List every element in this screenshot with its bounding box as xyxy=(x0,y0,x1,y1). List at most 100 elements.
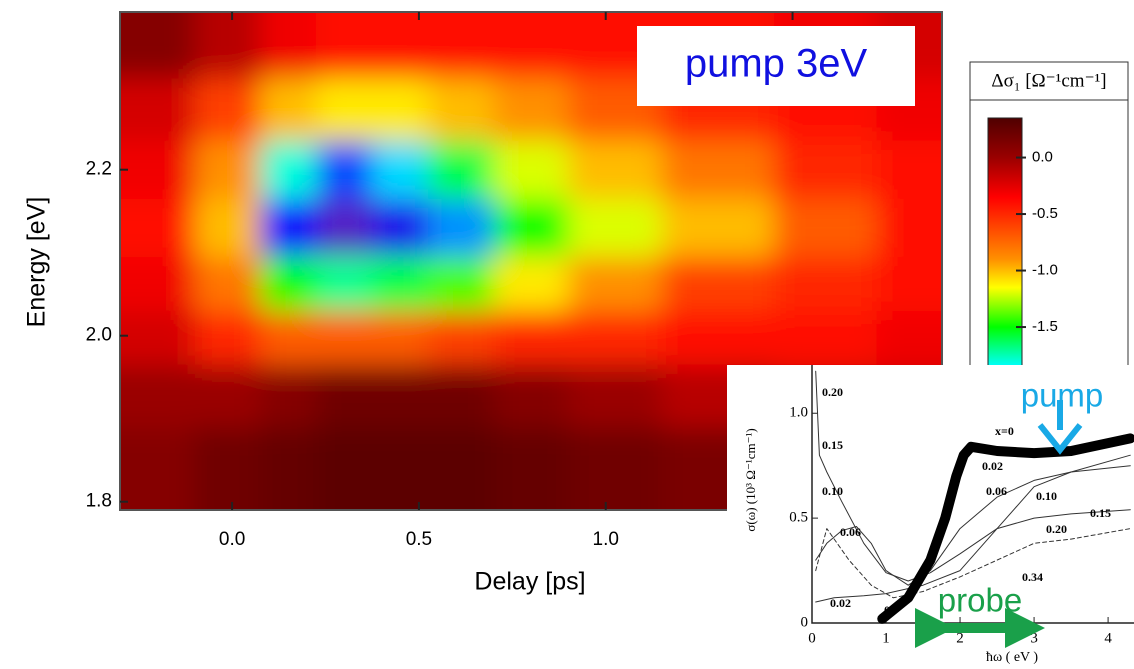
heat-cell xyxy=(260,140,318,200)
curve-label: 0.15 xyxy=(822,438,843,452)
heat-cell xyxy=(428,256,495,312)
heat-cell xyxy=(493,364,570,428)
heat-cell xyxy=(493,140,570,200)
heat-cell xyxy=(661,198,775,258)
pump-label: pump 3eV xyxy=(685,42,868,86)
heat-cell xyxy=(428,12,495,80)
heat-cell xyxy=(428,198,495,258)
curve-label: 0 xyxy=(884,603,890,617)
heat-cell xyxy=(260,427,318,510)
heat-cell xyxy=(876,198,942,258)
curve-label: 0.02 xyxy=(982,459,1003,473)
heat-cell xyxy=(260,256,318,312)
curve-label: x=0 xyxy=(995,424,1014,438)
x-tick-label: 0.0 xyxy=(219,529,245,550)
heat-cell xyxy=(316,78,374,142)
curve-label: 0.02 xyxy=(830,596,851,610)
heat-cell xyxy=(372,12,430,80)
inset-y-tick-label: 1.0 xyxy=(789,405,808,421)
heat-cell xyxy=(372,310,430,366)
heat-cell xyxy=(428,364,495,428)
heat-cell xyxy=(773,140,878,200)
inset-curves xyxy=(815,370,1134,624)
heat-cell xyxy=(568,310,663,366)
heat-cell xyxy=(260,12,318,80)
inset-x-tick-label: 0 xyxy=(808,630,816,646)
curve-label: 0.10 xyxy=(1036,489,1057,503)
heat-cell xyxy=(260,364,318,428)
heat-cell xyxy=(876,310,942,366)
heat-cell xyxy=(428,427,495,510)
heat-cell xyxy=(568,256,663,312)
curve-label: 0.20 xyxy=(1046,522,1067,536)
heat-cell xyxy=(316,364,374,428)
colorbar-label: Δσ₁ [Ω⁻¹cm⁻¹] xyxy=(991,70,1106,91)
heat-cell xyxy=(876,256,942,312)
inset-y-axis-label: σ(ω) (10³ Ω⁻¹cm⁻¹) xyxy=(743,428,758,531)
y-tick-label: 1.8 xyxy=(86,491,112,512)
y-axis-label: Energy [eV] xyxy=(23,197,51,328)
x-axis-label: Delay [ps] xyxy=(474,568,585,596)
heat-cell xyxy=(372,198,430,258)
heat-cell xyxy=(316,310,374,366)
inset-x-axis-label: ħω ( eV ) xyxy=(986,650,1038,665)
heat-cell xyxy=(194,140,262,200)
curve-label: 0.06 xyxy=(986,484,1007,498)
heat-cell xyxy=(493,12,570,80)
heat-cell xyxy=(194,256,262,312)
pump-arrow-head xyxy=(1037,423,1083,455)
heat-cell xyxy=(568,140,663,200)
heat-cell xyxy=(316,427,374,510)
y-tick-label: 2.0 xyxy=(86,325,112,346)
heat-cell xyxy=(194,310,262,366)
curve-label: 0.10 xyxy=(822,484,843,498)
heat-cell xyxy=(194,12,262,80)
probe-text: probe xyxy=(938,582,1022,619)
heat-cell xyxy=(493,256,570,312)
x-tick-label: 1.0 xyxy=(593,529,619,550)
heat-cell xyxy=(194,427,262,510)
inset-line xyxy=(815,528,1131,599)
heat-cell xyxy=(372,140,430,200)
inset-x-tick-label: 3 xyxy=(1030,630,1038,646)
inset-line xyxy=(815,465,1131,586)
heat-cell xyxy=(260,78,318,142)
heat-cell xyxy=(120,427,196,510)
heat-cell xyxy=(428,78,495,142)
heat-cell xyxy=(260,198,318,258)
heat-cell xyxy=(194,78,262,142)
heat-cell xyxy=(876,140,942,200)
heat-cell xyxy=(773,256,878,312)
inset-line xyxy=(815,454,1131,603)
inset-line xyxy=(877,433,1134,624)
heat-cell xyxy=(372,78,430,142)
colorbar-label-box xyxy=(969,61,1129,101)
heat-cell xyxy=(493,310,570,366)
heat-cell xyxy=(194,364,262,428)
heat-cell xyxy=(316,140,374,200)
heat-cell xyxy=(661,256,775,312)
label-box xyxy=(637,26,915,106)
heat-cell xyxy=(120,256,196,312)
y-tick-label: 2.2 xyxy=(86,159,112,180)
heat-cell xyxy=(493,78,570,142)
colorbar-tick-label: 0.0 xyxy=(1032,149,1053,166)
heat-cell xyxy=(428,310,495,366)
heat-cell xyxy=(661,310,775,366)
heat-cell xyxy=(260,310,318,366)
curve-label: 0.15 xyxy=(1090,506,1111,520)
heat-cell xyxy=(568,427,663,510)
colorbar-tick-label: -1.5 xyxy=(1032,318,1058,335)
curve-label: 0.34 xyxy=(1022,570,1043,584)
heat-cell xyxy=(493,198,570,258)
heat-cell xyxy=(120,12,196,80)
curve-label: 0.20 xyxy=(822,385,843,399)
plot-frame xyxy=(119,11,943,511)
inset-x-tick-label: 4 xyxy=(1104,630,1112,646)
heat-cell xyxy=(120,198,196,258)
heat-cell xyxy=(773,310,878,366)
colorbar-tick-label: -0.5 xyxy=(1032,205,1058,222)
heat-cell xyxy=(372,427,430,510)
inset-y-tick-label: 0 xyxy=(801,614,809,630)
heat-cell xyxy=(372,256,430,312)
